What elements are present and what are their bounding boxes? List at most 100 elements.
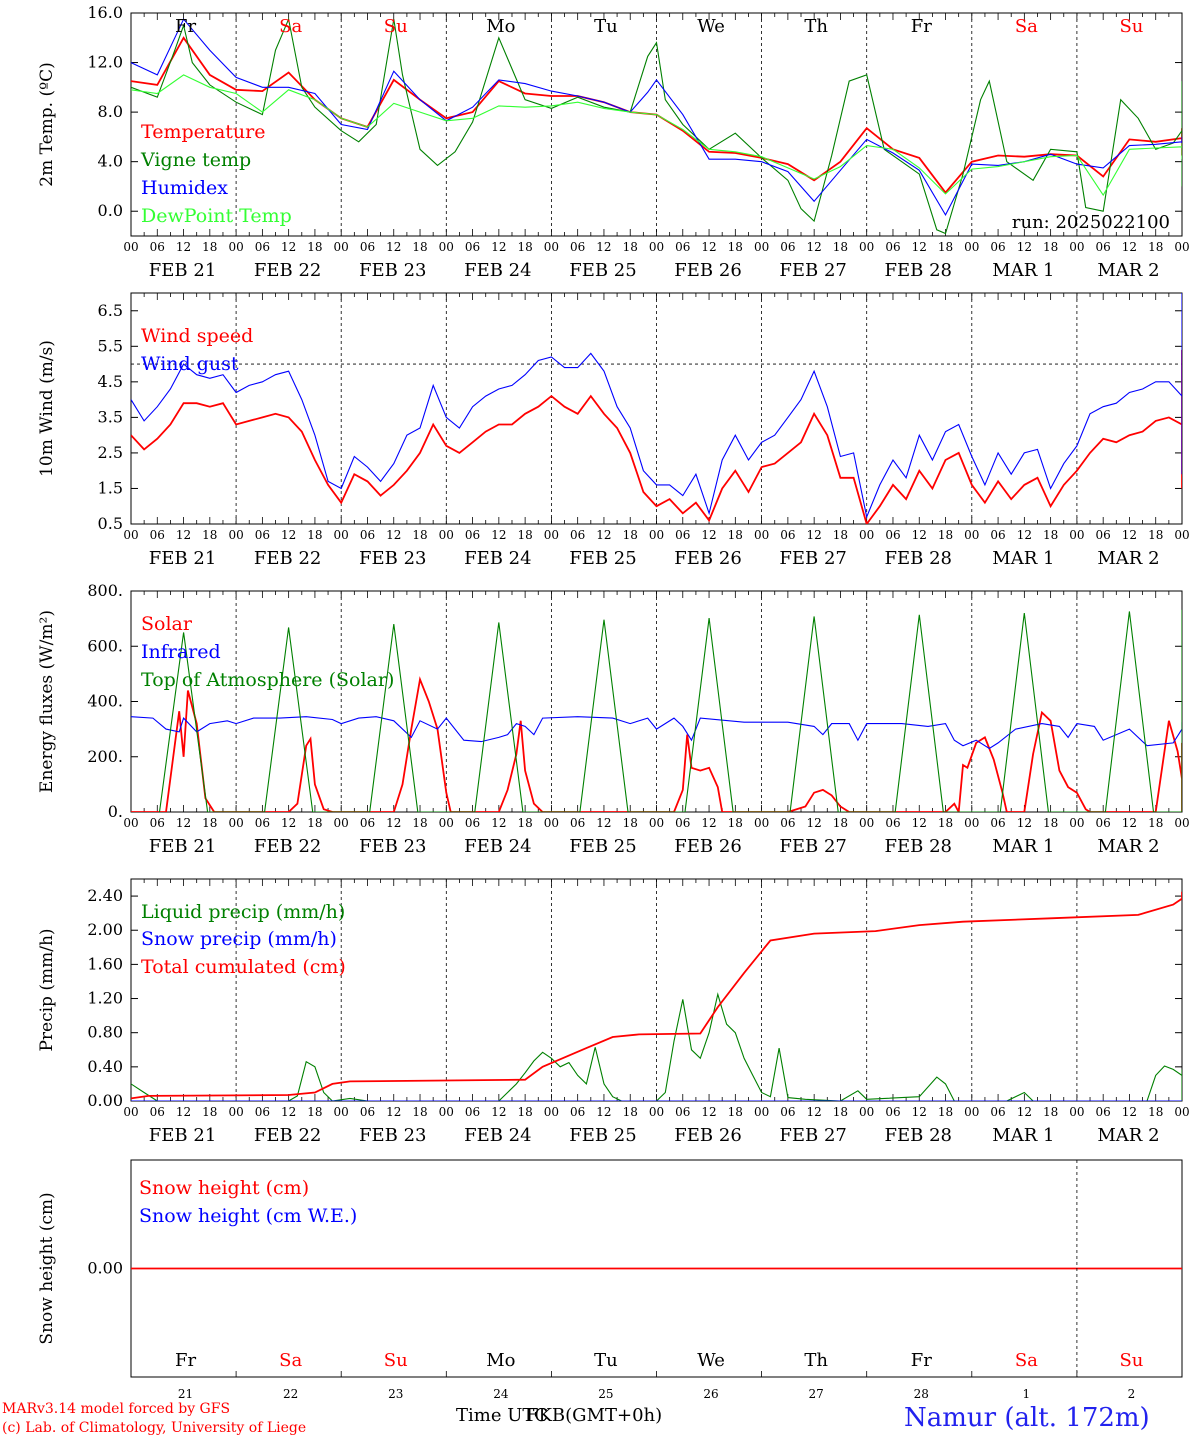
x-tick-label: 00	[123, 528, 138, 542]
x-tick-label: 18	[202, 528, 217, 542]
date-label: MAR 1	[992, 260, 1054, 281]
snow-date-label: 23	[388, 1387, 403, 1401]
x-tick-label: 18	[412, 1105, 427, 1119]
snow-date-label: 28	[914, 1387, 929, 1401]
x-tick-label: 12	[386, 816, 401, 830]
date-label: FEB 27	[779, 1125, 846, 1146]
legend-entry: DewPoint Temp	[141, 205, 292, 227]
x-tick-label: 06	[780, 528, 795, 542]
x-tick-label: 12	[281, 528, 296, 542]
x-tick-label: 00	[123, 1105, 138, 1119]
x-tick-label: 00	[1174, 1105, 1189, 1119]
date-label: FEB 22	[254, 260, 321, 281]
legend-entry: Snow precip (mm/h)	[141, 928, 337, 950]
y-axis-label: Precip (mm/h)	[37, 928, 57, 1051]
x-tick-label: 06	[360, 528, 375, 542]
x-tick-label: 12	[1122, 240, 1137, 254]
footer-model: MARv3.14 model forced by GFS	[2, 1401, 231, 1417]
date-label: FEB 23	[359, 260, 426, 281]
x-tick-label: 00	[544, 240, 559, 254]
x-tick-label: 00	[1174, 528, 1189, 542]
x-tick-label: 06	[255, 816, 270, 830]
weekday-label-top: Sa	[1015, 16, 1038, 37]
date-label: FEB 22	[254, 1125, 321, 1146]
x-tick-label: 06	[780, 240, 795, 254]
run-annotation: run: 2025022100	[1012, 212, 1170, 233]
x-tick-label: 00	[1174, 240, 1189, 254]
panel-2	[130, 292, 1183, 525]
snow-date-label: 1	[1023, 1387, 1031, 1401]
date-label: FEB 22	[254, 836, 321, 857]
time-label-local: FKB(GMT+0h)	[526, 1405, 663, 1426]
y-tick-label: 5.5	[98, 336, 123, 355]
legend-entry: Top of Atmosphere (Solar)	[141, 669, 394, 691]
x-tick-label: 06	[255, 528, 270, 542]
x-tick-label: 18	[623, 240, 638, 254]
panel-frame	[130, 12, 1183, 237]
series-line-total-cumulated-cm-	[131, 891, 1182, 1100]
x-tick-label: 18	[1043, 816, 1058, 830]
date-label: FEB 25	[569, 836, 636, 857]
x-tick-label: 00	[228, 1105, 243, 1119]
x-tick-label: 06	[465, 816, 480, 830]
x-tick-label: 06	[150, 528, 165, 542]
date-label: FEB 24	[464, 836, 531, 857]
date-label: FEB 28	[885, 1125, 952, 1146]
y-tick-label: 1.5	[98, 478, 123, 497]
x-tick-label: 06	[255, 1105, 270, 1119]
x-tick-label: 00	[1069, 528, 1084, 542]
x-tick-label: 12	[491, 528, 506, 542]
x-tick-label: 12	[1122, 816, 1137, 830]
y-tick-label: 4.5	[98, 372, 123, 391]
x-tick-label: 06	[360, 240, 375, 254]
x-tick-label: 00	[964, 240, 979, 254]
weekday-label-bottom: Th	[804, 1350, 828, 1371]
x-tick-label: 00	[228, 816, 243, 830]
snow-date-label: 22	[283, 1387, 298, 1401]
x-tick-label: 12	[176, 528, 191, 542]
x-tick-label: 06	[885, 528, 900, 542]
weekday-label-top: Sa	[279, 16, 302, 37]
x-tick-label: 18	[1148, 816, 1163, 830]
x-tick-label: 12	[701, 816, 716, 830]
y-tick-label: 2.40	[87, 886, 123, 905]
x-tick-label: 12	[1017, 816, 1032, 830]
x-tick-label: 12	[491, 816, 506, 830]
y-tick-label: 1.20	[87, 989, 123, 1008]
date-label: FEB 25	[569, 260, 636, 281]
x-tick-label: 00	[649, 1105, 664, 1119]
snow-date-label: 2	[1128, 1387, 1136, 1401]
date-label: FEB 21	[149, 836, 216, 857]
x-tick-label: 18	[938, 1105, 953, 1119]
x-tick-label: 06	[360, 816, 375, 830]
x-tick-label: 12	[912, 528, 927, 542]
x-tick-label: 18	[833, 816, 848, 830]
x-tick-label: 06	[675, 1105, 690, 1119]
date-label: FEB 28	[885, 548, 952, 569]
x-tick-label: 00	[859, 816, 874, 830]
date-label: FEB 25	[569, 548, 636, 569]
x-tick-label: 18	[623, 1105, 638, 1119]
x-tick-label: 12	[1017, 1105, 1032, 1119]
x-tick-label: 18	[412, 528, 427, 542]
x-tick-label: 12	[807, 528, 822, 542]
x-tick-label: 00	[1069, 816, 1084, 830]
legend-entry: Vigne temp	[140, 149, 251, 171]
y-tick-label: 3.5	[98, 407, 123, 426]
x-tick-label: 18	[728, 528, 743, 542]
x-tick-label: 00	[1069, 240, 1084, 254]
x-tick-label: 18	[517, 528, 532, 542]
x-tick-label: 00	[228, 528, 243, 542]
weekday-label-bottom: Su	[384, 1350, 408, 1371]
y-tick-label: 0.00	[87, 1259, 123, 1278]
series-line-wind-gust	[131, 293, 1182, 519]
x-tick-label: 18	[202, 1105, 217, 1119]
x-tick-label: 18	[938, 528, 953, 542]
x-tick-label: 06	[990, 1105, 1005, 1119]
x-tick-label: 06	[885, 816, 900, 830]
date-label: MAR 2	[1097, 836, 1159, 857]
weekday-label-top: Fr	[175, 16, 196, 37]
y-tick-label: 800.	[87, 581, 123, 600]
x-tick-label: 00	[334, 528, 349, 542]
x-tick-label: 12	[596, 1105, 611, 1119]
